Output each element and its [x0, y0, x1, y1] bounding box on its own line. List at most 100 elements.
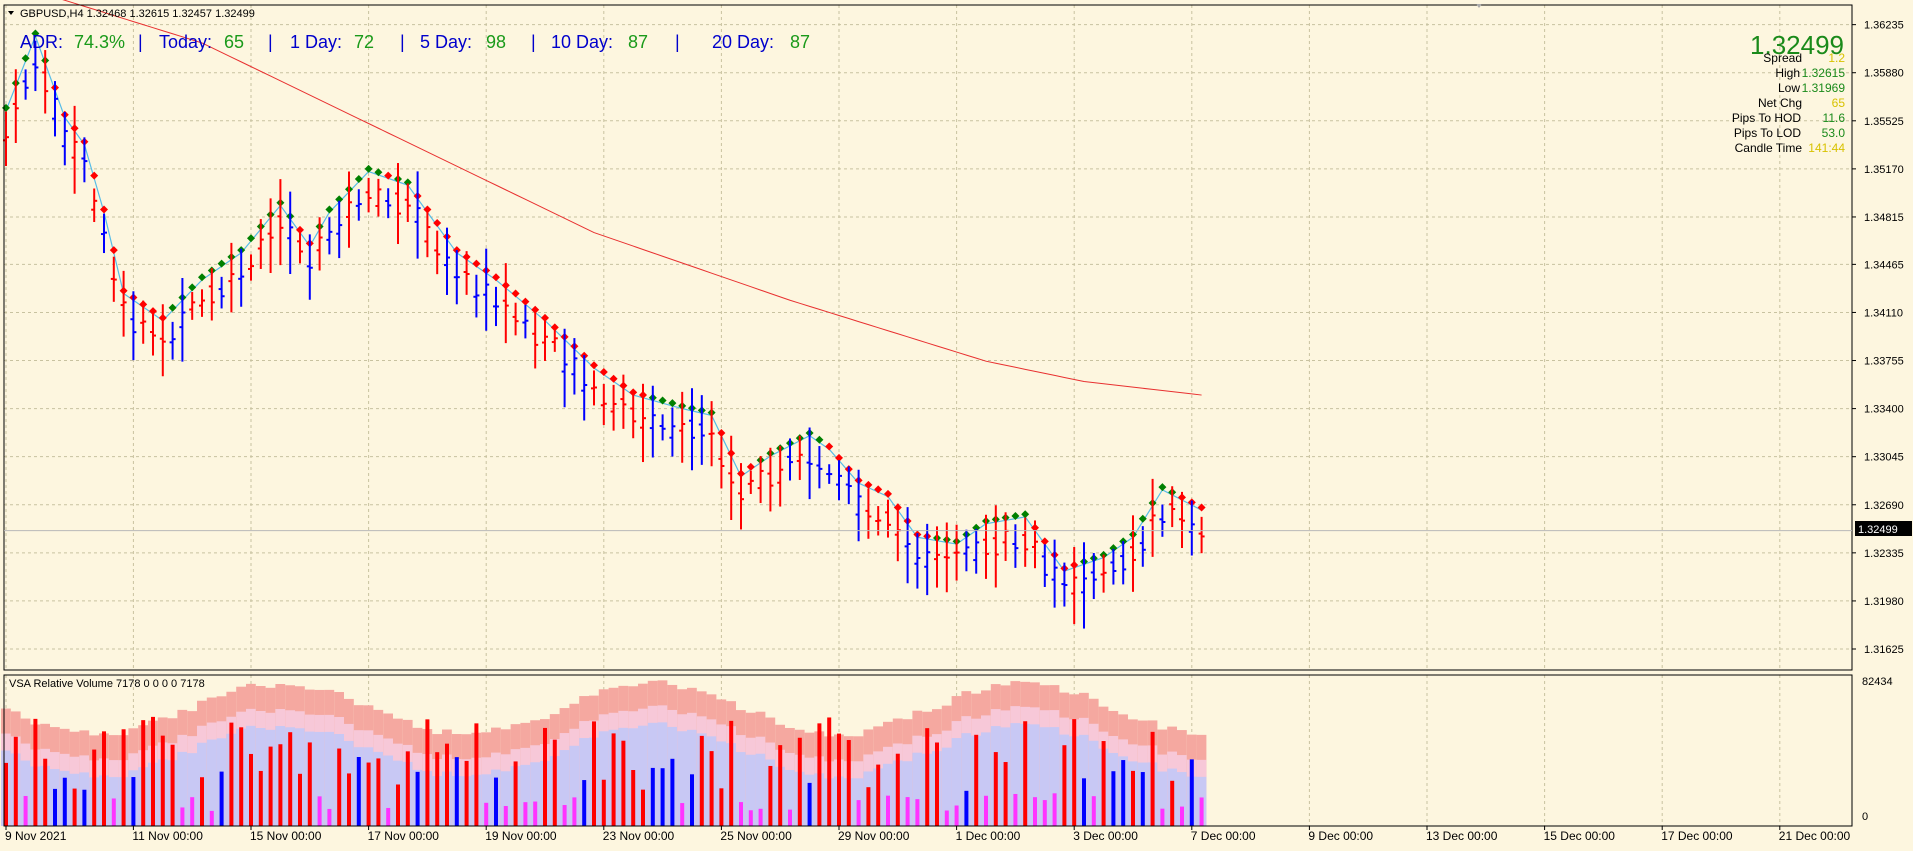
volume-envelope-low	[883, 763, 893, 826]
volume-bars	[1, 680, 1207, 826]
volume-bar	[1062, 745, 1067, 826]
volume-bar	[1180, 806, 1184, 826]
volume-bar	[856, 800, 861, 826]
separator: |	[675, 32, 680, 52]
signal-diamond	[746, 462, 755, 471]
price-marker: 1.32499	[1855, 521, 1912, 536]
price-bar	[649, 385, 656, 458]
volume-envelope-low	[1030, 724, 1040, 826]
price-bar	[81, 137, 88, 183]
volume-bar	[376, 758, 381, 826]
volume-bar	[170, 744, 175, 826]
day20-value: 87	[790, 32, 810, 52]
volume-bar	[1033, 797, 1037, 826]
price-bar	[1071, 547, 1078, 625]
price-bar	[542, 318, 548, 361]
volume-bar	[935, 742, 939, 826]
x-tick-label: 21 Dec 00:00	[1779, 829, 1851, 843]
signal-diamond	[1040, 537, 1049, 546]
price-bar	[444, 227, 450, 295]
signal-diamond	[717, 428, 726, 437]
volume-bar	[298, 773, 302, 826]
price-bar	[257, 219, 264, 269]
volume-bar	[1121, 760, 1126, 826]
price-bar	[522, 304, 529, 339]
volume-bar	[121, 729, 126, 826]
price-bar	[581, 355, 588, 421]
volume-bar	[758, 808, 763, 826]
price-bar	[689, 388, 695, 471]
price-bar	[208, 268, 215, 321]
signal-diamond	[492, 273, 500, 282]
price-bar	[1139, 526, 1146, 567]
y-tick-label: 1.35525	[1864, 116, 1904, 128]
ma-slow-line	[62, 0, 1202, 396]
price-bar	[287, 191, 294, 274]
signal-diamond	[874, 485, 883, 494]
price-bar	[698, 395, 705, 465]
price-bar	[316, 217, 323, 271]
volume-envelope-low	[187, 753, 197, 826]
price-bar	[983, 514, 989, 579]
volume-bar	[778, 745, 783, 826]
signal-diamond	[972, 523, 981, 532]
dropdown-triangle-icon[interactable]	[8, 11, 14, 15]
signal-diamond	[168, 303, 177, 312]
volume-bar	[709, 751, 714, 826]
price-bar	[140, 300, 147, 344]
volume-envelope-low	[951, 738, 962, 826]
ma-fast-line	[5, 34, 1202, 572]
volume-bar	[1003, 762, 1008, 826]
price-bar	[42, 50, 49, 114]
volume-bar	[386, 807, 391, 826]
signal-diamond	[550, 323, 559, 332]
price-bar	[708, 401, 715, 467]
signal-diamond	[364, 164, 373, 173]
volume-bar	[141, 720, 146, 826]
today-value: 65	[224, 32, 244, 52]
volume-bar	[699, 735, 704, 826]
volume-bar	[1042, 800, 1047, 826]
y-tick-label: 1.34110	[1864, 307, 1903, 319]
volume-bar	[23, 795, 28, 826]
volume-bar	[464, 760, 469, 826]
price-bar	[777, 445, 784, 507]
price-bar	[934, 526, 940, 588]
x-tick-label: 17 Dec 00:00	[1661, 829, 1733, 843]
price-bar	[806, 427, 813, 500]
volume-bar	[729, 720, 734, 826]
price-bar	[532, 310, 539, 369]
volume-bar	[846, 740, 851, 826]
price-bar	[1110, 548, 1117, 585]
price-bar	[267, 198, 274, 273]
volume-bar	[317, 796, 322, 826]
volume-bar	[425, 719, 430, 826]
volume-bar	[680, 803, 685, 826]
spread-value: 1.2	[1828, 51, 1845, 65]
volume-bar	[1131, 770, 1135, 826]
price-bar	[32, 40, 39, 92]
price-bar	[591, 370, 597, 406]
hod-value: 11.6	[1823, 111, 1846, 125]
price-bar	[836, 460, 842, 501]
separator: |	[400, 32, 405, 52]
volume-title: VSA Relative Volume 7178 0 0 0 0 7178	[9, 678, 205, 690]
volume-bar	[876, 764, 881, 826]
volume-bar	[239, 727, 244, 826]
day1-label: 1 Day:	[290, 32, 342, 52]
price-bar	[600, 383, 607, 426]
shift-marker-icon[interactable]	[1476, 4, 1482, 8]
volume-bar	[944, 810, 949, 826]
netchg-label: Net Chg	[1758, 96, 1802, 110]
volume-bar	[219, 771, 224, 826]
volume-envelope-low	[1039, 727, 1050, 826]
separator: |	[138, 32, 143, 52]
hod-label: Pips To HOD	[1732, 111, 1801, 125]
volume-bar	[288, 732, 293, 826]
volume-bar	[327, 808, 332, 826]
volume-envelope-low	[177, 751, 188, 826]
volume-envelope-low	[481, 774, 491, 826]
price-bar	[385, 188, 392, 219]
